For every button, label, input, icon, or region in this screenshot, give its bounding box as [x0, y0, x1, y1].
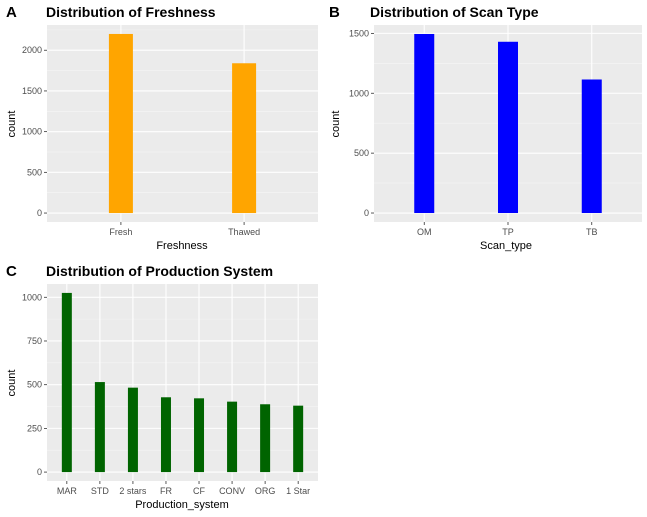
bars-b	[414, 33, 602, 214]
chart-title-c: Distribution of Production System	[46, 263, 273, 279]
y-tick-labels-b: 0 500 1000 1500	[349, 28, 374, 218]
panel-label-c: C	[6, 263, 17, 280]
panel-label-a: A	[6, 4, 17, 21]
x-tick-label: MAR	[57, 486, 78, 496]
x-tick-label: ORG	[255, 486, 276, 496]
y-tick-label: 0	[37, 467, 42, 477]
bar-a-thawed	[232, 63, 257, 214]
y-tick-label: 750	[27, 336, 42, 346]
y-axis-label-a: count	[6, 111, 18, 138]
bar-c-mar	[61, 292, 72, 473]
y-tick-label: 2000	[22, 45, 42, 55]
y-tick-label: 0	[37, 208, 42, 218]
bar-c-std	[94, 382, 105, 473]
x-axis-label-c: Production_system	[135, 499, 229, 511]
y-tick-label: 1000	[22, 127, 42, 137]
x-tick-label: CONV	[219, 486, 245, 496]
x-tick-label: STD	[91, 486, 110, 496]
y-tick-label: 500	[354, 148, 369, 158]
bar-c-conv	[227, 401, 238, 473]
y-axis-label-b: count	[330, 111, 342, 138]
x-tick-label: Thawed	[228, 227, 260, 237]
x-tick-label: FR	[160, 486, 172, 496]
x-tick-label: OM	[417, 227, 432, 237]
y-tick-label: 1000	[349, 88, 369, 98]
x-tick-label: TB	[586, 227, 598, 237]
x-tick-label: CF	[193, 486, 205, 496]
x-tick-labels-c: MAR STD 2 stars FR CF CONV ORG 1 Star	[57, 481, 310, 496]
y-tick-labels-a: 0 500 1000 1500 2000	[22, 45, 47, 218]
bar-b-tp	[498, 41, 518, 214]
bar-c-1-star	[293, 405, 304, 473]
bar-c-org	[260, 404, 271, 473]
bar-c-cf	[194, 398, 205, 473]
y-tick-label: 0	[364, 208, 369, 218]
panel-b: B Distribution of Scan Type 0 500 1000 1500…	[329, 4, 642, 252]
bar-a-fresh	[108, 33, 133, 214]
y-tick-label: 500	[27, 167, 42, 177]
plot-panel-c	[47, 284, 318, 481]
x-axis-label-b: Scan_type	[480, 240, 532, 252]
y-tick-label: 500	[27, 380, 42, 390]
panel-c: C Distribution of Production System 0 250…	[6, 263, 318, 511]
panel-label-b: B	[329, 4, 340, 21]
bars-a	[108, 33, 257, 214]
y-tick-label: 1000	[22, 292, 42, 302]
bar-b-tb	[581, 79, 602, 214]
y-tick-label: 250	[27, 423, 42, 433]
panel-a: A Distribution of Freshness 0 500 1000 1500…	[6, 4, 318, 252]
bars-c	[61, 292, 304, 473]
x-tick-label: 1 Star	[286, 486, 310, 496]
y-tick-labels-c: 0 250 500 750 1000	[22, 292, 47, 477]
plot-panel-a	[47, 25, 318, 222]
bar-c-2-stars	[127, 387, 138, 473]
x-tick-label: TP	[502, 227, 514, 237]
x-axis-label-a: Freshness	[156, 240, 208, 252]
bar-c-fr	[160, 397, 171, 473]
x-tick-label: 2 stars	[119, 486, 147, 496]
y-tick-label: 1500	[349, 28, 369, 38]
chart-title-a: Distribution of Freshness	[46, 4, 216, 20]
y-tick-label: 1500	[22, 86, 42, 96]
x-tick-label: Fresh	[109, 227, 132, 237]
y-axis-label-c: count	[6, 370, 18, 397]
x-tick-labels-a: Fresh Thawed	[109, 222, 260, 237]
chart-title-b: Distribution of Scan Type	[370, 4, 539, 20]
x-tick-labels-b: OM TP TB	[417, 222, 598, 237]
bar-b-om	[414, 33, 435, 214]
